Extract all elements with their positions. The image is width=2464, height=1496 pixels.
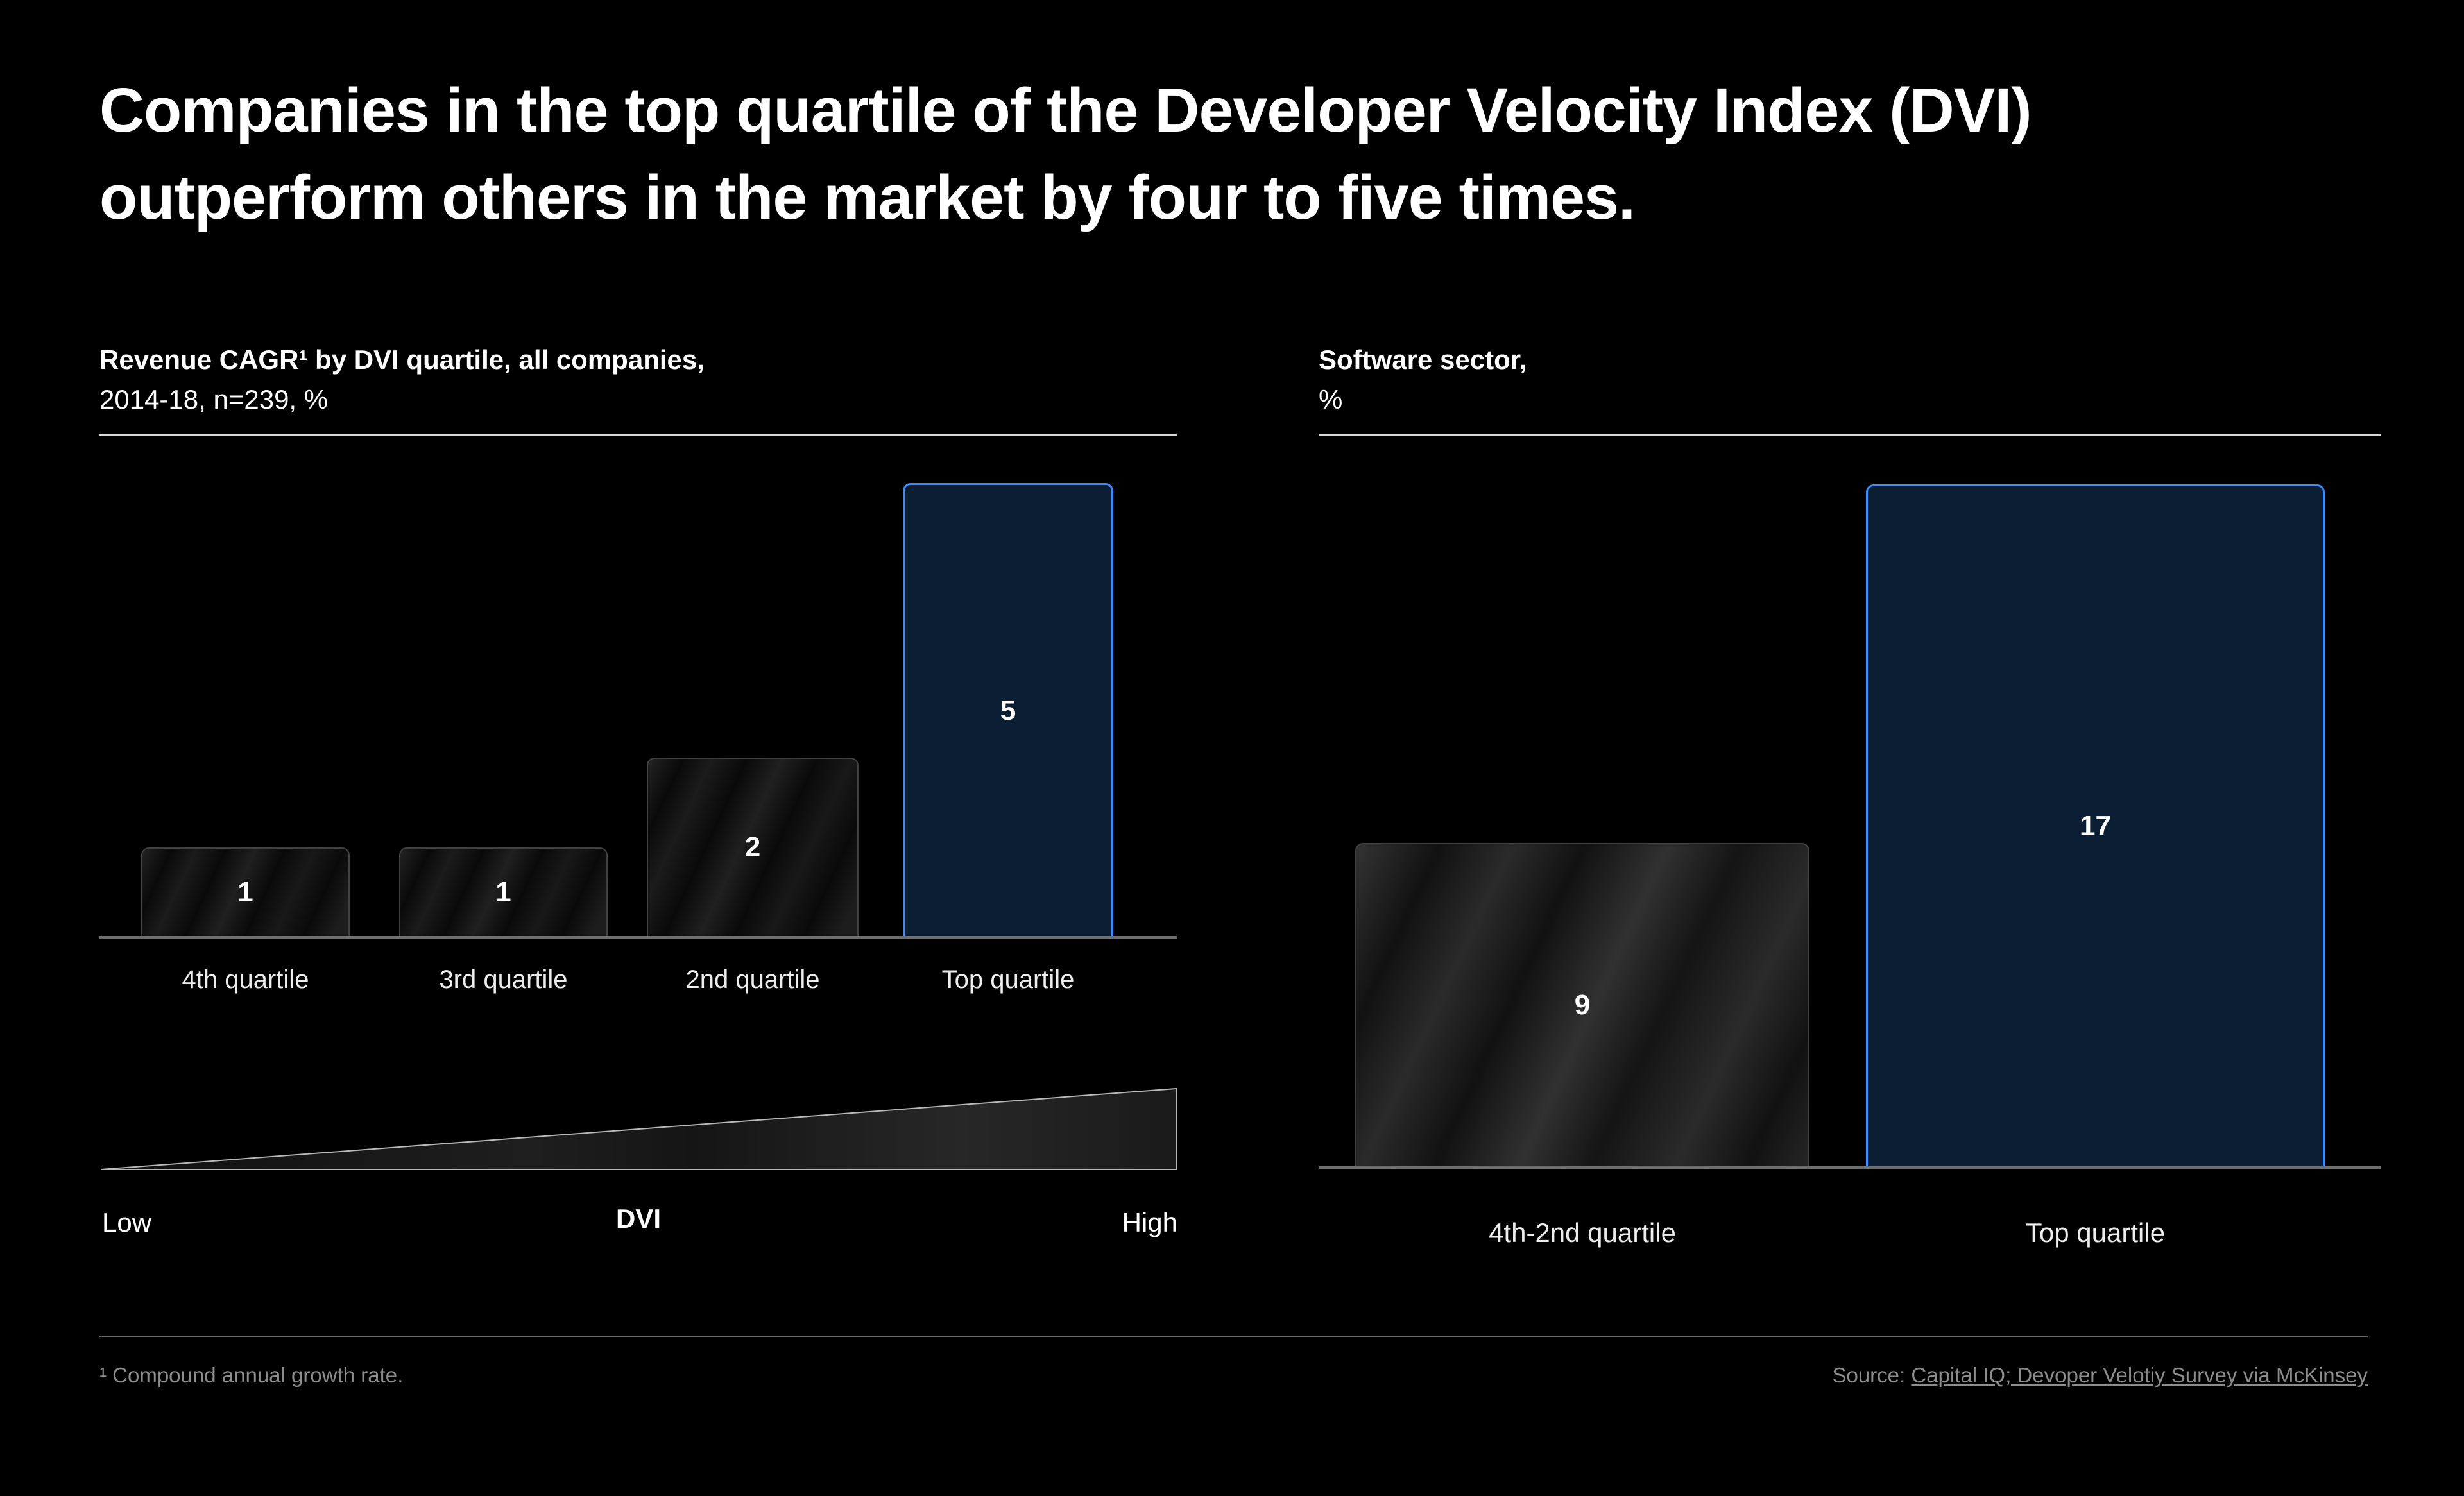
right-bar-4th-2nd-quartile: 9 (1355, 843, 1810, 1166)
left-bar-4th-quartile: 1 (141, 847, 350, 936)
left-bar-top-quartile: 5 (903, 483, 1113, 936)
left-heading-divider (99, 434, 1177, 436)
right-category-label: 4th-2nd quartile (1489, 1218, 1676, 1248)
right-heading-divider (1319, 434, 2381, 436)
left-category-label: 4th quartile (182, 965, 309, 994)
right-chart-title: Software sector, (1319, 344, 1527, 375)
source-prefix: Source: (1832, 1363, 1912, 1387)
bar-value-label: 2 (744, 831, 761, 863)
right-bar-top-quartile: 17 (1866, 484, 2325, 1166)
right-category-label: Top quartile (2025, 1218, 2166, 1248)
right-x-axis-line (1319, 1166, 2381, 1169)
left-chart-title: Revenue CAGR¹ by DVI quartile, all compa… (99, 344, 705, 375)
source: Source: Capital IQ; Devoper Velotiy Surv… (99, 1361, 2368, 1390)
left-category-label: 2nd quartile (685, 965, 820, 994)
dvi-axis-high-label: High (1122, 1207, 1177, 1237)
left-category-label: 3rd quartile (439, 965, 568, 994)
right-chart-heading: Software sector, % (1319, 340, 2381, 420)
bar-value-label: 1 (237, 876, 253, 908)
left-x-axis-line (99, 936, 1177, 939)
left-category-label: Top quartile (941, 965, 1075, 994)
page-title: Companies in the top quartile of the Dev… (99, 75, 2032, 232)
footnote: ¹ Compound annual growth rate. (99, 1363, 404, 1387)
left-bar-2nd-quartile: 2 (647, 758, 859, 936)
bar-value-label: 1 (495, 876, 511, 908)
dvi-axis-title: DVI (615, 1203, 662, 1234)
bar-value-label: 5 (1000, 694, 1016, 726)
left-bar-3rd-quartile: 1 (399, 847, 608, 936)
bar-value-label: 17 (2080, 810, 2111, 842)
bar-value-label: 9 (1574, 989, 1591, 1021)
footer-divider (99, 1336, 2368, 1337)
dvi-axis-low-label: Low (102, 1207, 152, 1237)
dvi-wedge-graphic (100, 1087, 1177, 1170)
right-chart-subtitle: % (1319, 384, 1343, 414)
dvi-axis-labels: Low DVI High (99, 1203, 1177, 1246)
source-link[interactable]: Capital IQ; Devoper Velotiy Survey via M… (1911, 1363, 2368, 1387)
left-chart-subtitle: 2014-18, n=239, % (99, 384, 329, 414)
left-chart-heading: Revenue CAGR¹ by DVI quartile, all compa… (99, 340, 1177, 420)
